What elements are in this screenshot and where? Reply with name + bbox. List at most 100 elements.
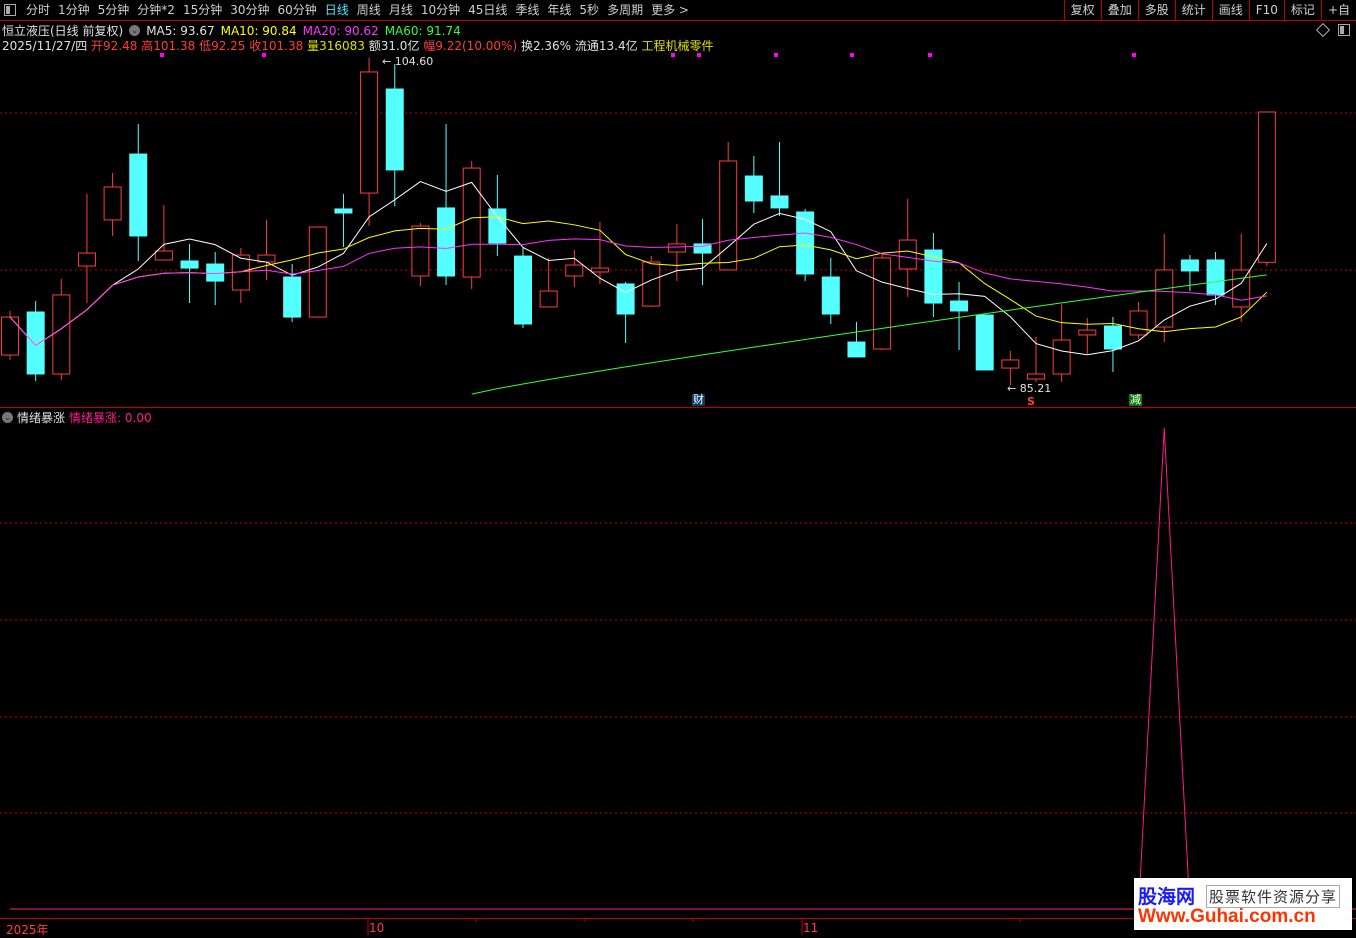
min-price-label: ← 85.21 (1007, 382, 1052, 395)
xaxis-label-oct: 10 (369, 921, 385, 935)
quote-turnover: 换2.36% (520, 39, 572, 53)
period-tab[interactable]: 更多 > (651, 3, 689, 17)
period-tab[interactable]: 5分钟 (97, 3, 130, 17)
panel-icon[interactable] (1338, 24, 1350, 36)
indicator-name[interactable]: 情绪暴涨 (17, 411, 66, 425)
period-tab[interactable]: 分钟*2 (137, 3, 175, 17)
s-marker[interactable]: S (1027, 395, 1035, 408)
industry-link[interactable]: 工程机械零件 (641, 39, 714, 53)
finance-marker[interactable]: 财 (692, 393, 705, 406)
indicator-header: ⌄ 情绪暴涨 情绪暴涨: 0.00 (2, 409, 152, 426)
event-dot (850, 53, 854, 57)
candle-up (52, 294, 71, 375)
candle-down (616, 283, 635, 315)
candle-down (975, 314, 994, 371)
toolbar-button[interactable]: 复权 (1063, 0, 1101, 20)
candle-up (642, 261, 661, 307)
period-tab[interactable]: 45日线 (468, 3, 508, 17)
indicator-value: 情绪暴涨: 0.00 (69, 411, 152, 425)
period-tab[interactable]: 日线 (324, 3, 349, 17)
candle-up (898, 239, 917, 270)
watermark-cn: 股海网 (1138, 886, 1196, 908)
period-tab[interactable]: 季线 (515, 3, 540, 17)
candle-up (1078, 329, 1097, 336)
xaxis-label-year: 2025年 (6, 923, 49, 937)
reduce-marker[interactable]: 减 (1129, 393, 1142, 406)
quote-float-cap: 流通13.4亿 (574, 39, 638, 53)
quote-open: 开92.48 (91, 39, 138, 53)
candle-down (488, 208, 507, 244)
toolbar-button[interactable]: +自 (1320, 0, 1356, 20)
period-tab[interactable]: 15分钟 (182, 3, 223, 17)
candle-up (1155, 269, 1174, 328)
chevron-down-icon[interactable]: ⌄ (129, 25, 141, 36)
candle-down (26, 311, 45, 375)
event-dot (774, 53, 778, 57)
event-dot (1132, 53, 1136, 57)
ma20-line (9, 232, 1267, 347)
event-dot (697, 53, 701, 57)
candle-up (719, 160, 738, 271)
ma5-value: MA5: 93.67 (146, 23, 215, 38)
quote-amount: 额31.0亿 (368, 39, 420, 53)
quote-low: 低92.25 (199, 39, 246, 53)
candle-up (154, 250, 173, 261)
ma10-value: MA10: 90.84 (220, 23, 297, 38)
toolbar-button[interactable]: 多股 (1137, 0, 1175, 20)
candle-down (950, 300, 969, 312)
toolbar-button[interactable]: F10 (1248, 0, 1284, 20)
period-tab[interactable]: 月线 (388, 3, 413, 17)
candle-down (770, 195, 789, 209)
period-tab[interactable]: 5秒 (579, 3, 600, 17)
candle-up (77, 252, 96, 267)
period-tab[interactable]: 1分钟 (58, 3, 90, 17)
watermark-slogan: 股票软件资源分享 (1206, 885, 1341, 908)
toolbar-button[interactable]: 标记 (1283, 0, 1321, 20)
candle-down (744, 175, 763, 202)
event-dot (671, 53, 675, 57)
period-tab[interactable]: 多周期 (607, 3, 644, 17)
event-dot (262, 53, 266, 57)
period-tab[interactable]: 60分钟 (277, 3, 317, 17)
ma60-value: MA60: 91.74 (384, 23, 461, 38)
quote-line: 2025/11/27/四 开92.48 高101.38 低92.25 收101.… (2, 37, 713, 54)
candle-up (1001, 359, 1020, 369)
period-toolbar: 分时 1分钟 5分钟 分钟*2 15分钟 30分钟 60分钟 日线 周线 月线 10分钟 45日线 季线… (0, 0, 1356, 21)
stock-title[interactable]: 恒立液压(日线 前复权) (2, 24, 124, 38)
period-tab[interactable]: 10分钟 (420, 3, 461, 17)
ma60-line (471, 274, 1267, 395)
ma20-value: MA20: 90.62 (302, 23, 379, 38)
quote-close: 收101.38 (249, 39, 304, 53)
min-price-value: 85.21 (1019, 382, 1052, 395)
candle-down (821, 276, 840, 315)
watermark-url: Www.Guhai.com.cn (1138, 906, 1316, 927)
period-tab[interactable]: 分时 (26, 3, 51, 17)
candle-up (103, 186, 122, 221)
watermark-logo: 股海网 股票软件资源分享 Www.Guhai.com.cn (1134, 878, 1352, 930)
event-dot (160, 53, 164, 57)
period-tab[interactable]: 周线 (356, 3, 381, 17)
period-tab[interactable]: 年线 (547, 3, 572, 17)
candle-down (129, 153, 148, 237)
candle-down (1103, 325, 1122, 350)
candle-up (1, 316, 19, 356)
ma5-line (9, 181, 1268, 356)
period-tab[interactable]: 30分钟 (230, 3, 270, 17)
candle-down (180, 260, 199, 269)
candle-down (283, 276, 302, 318)
ma10-line (9, 216, 1268, 347)
candle-down (334, 208, 353, 214)
candle-up (462, 167, 481, 278)
candle-down (1206, 259, 1225, 296)
toolbar-button[interactable]: 叠加 (1100, 0, 1138, 20)
candle-down (924, 249, 943, 304)
quote-change: 幅9.22(10.00%) (423, 39, 518, 53)
chevron-down-icon[interactable]: ⌄ (2, 412, 13, 423)
toolbar-button[interactable]: 画线 (1211, 0, 1249, 20)
toolbar-button[interactable]: 统计 (1174, 0, 1212, 20)
panel-toggle-icon[interactable] (4, 4, 16, 16)
quote-high: 高101.38 (141, 39, 196, 53)
candle-down (514, 255, 532, 325)
candle-down (847, 341, 866, 358)
